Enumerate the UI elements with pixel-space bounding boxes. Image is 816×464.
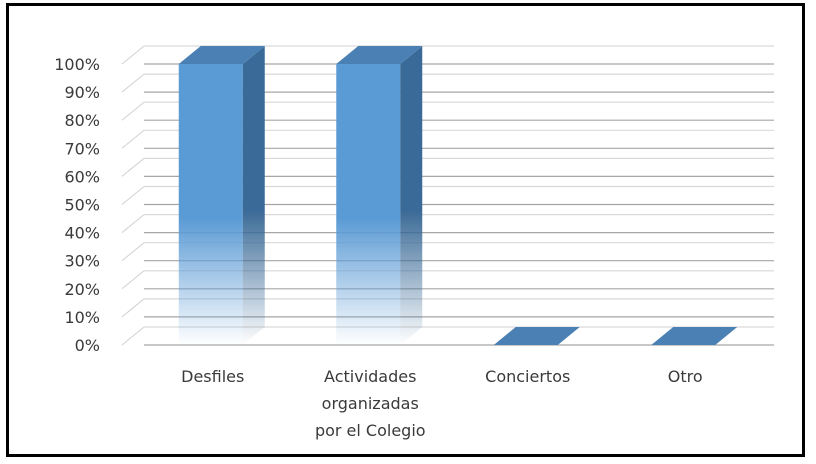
gridline-depth <box>121 73 145 93</box>
bar <box>178 46 265 345</box>
bar-top <box>651 327 738 345</box>
y-tick-label: 70% <box>64 139 100 158</box>
bar <box>493 327 580 345</box>
x-category-label: Desfiles <box>181 367 244 386</box>
y-tick-label: 80% <box>64 111 100 130</box>
bar <box>336 46 423 345</box>
y-tick-label: 40% <box>64 224 100 243</box>
bar-side <box>400 46 423 345</box>
x-category-label: Actividades organizadas por el Colegio <box>315 367 426 440</box>
gridline-depth <box>121 101 145 121</box>
gridline-depth <box>121 129 145 149</box>
gridline-depth <box>121 270 145 290</box>
y-tick-label: 0% <box>75 336 100 355</box>
y-tick-label: 60% <box>64 167 100 186</box>
gridline-depth <box>121 158 145 177</box>
y-tick-label: 50% <box>64 196 100 215</box>
y-axis: 0% 10% 20% 30% 40% 50% 60% 70% 80% 90% 100% <box>54 55 100 355</box>
gridline-depth <box>121 326 145 346</box>
bar-front <box>336 64 401 345</box>
x-category-label: Conciertos <box>485 367 570 386</box>
y-tick-label: 90% <box>64 83 100 102</box>
bar-top <box>336 46 423 64</box>
gridline-depth <box>121 298 145 318</box>
bars <box>178 46 738 345</box>
gridline-depth <box>121 45 145 65</box>
y-tick-label: 10% <box>64 308 100 327</box>
y-tick-label: 30% <box>64 252 100 271</box>
gridline-depth <box>121 214 145 233</box>
bar-top <box>493 327 580 345</box>
y-tick-label: 20% <box>64 280 100 299</box>
gridline-depth <box>121 242 145 262</box>
bar-side <box>242 46 265 345</box>
y-tick-label: 100% <box>54 55 100 74</box>
gridline-depth <box>121 186 145 205</box>
x-axis: Desfiles Actividades organizadas por el Col… <box>181 367 703 440</box>
bar-top <box>178 46 265 64</box>
bar <box>651 327 738 345</box>
x-category-label: Otro <box>668 367 703 386</box>
bar-front <box>178 64 243 345</box>
